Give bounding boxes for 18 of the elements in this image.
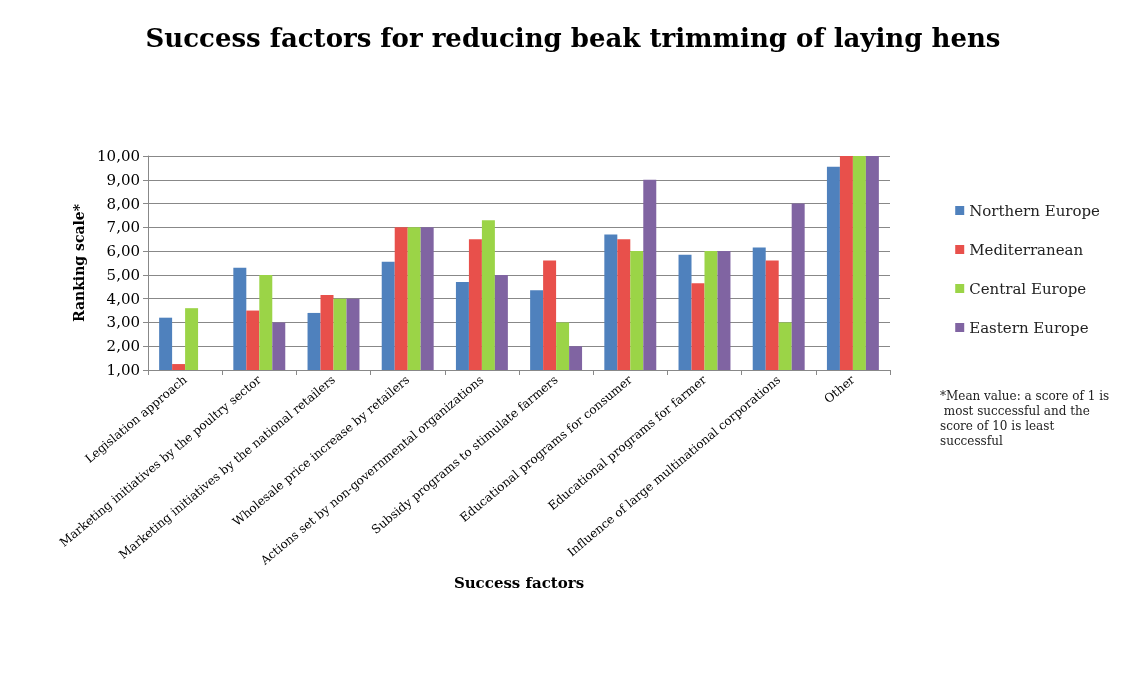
legend-label: Central Europe [969, 279, 1087, 298]
y-tick-label: 8,00 [106, 194, 140, 213]
y-axis-title: Ranking scale* [71, 203, 87, 323]
chart-title: Success factors for reducing beak trimming of laying hens [145, 23, 1001, 53]
y-tick-label: 7,00 [106, 218, 140, 237]
y-tick-label: 9,00 [106, 170, 140, 189]
y-tick-label: 10,00 [97, 147, 140, 165]
y-tick-label: 2,00 [106, 337, 140, 356]
legend-label: Mediterranean [969, 240, 1084, 259]
legend-label: Northern Europe [969, 201, 1101, 220]
y-tick-label: 1,00 [106, 361, 140, 379]
legend-label: Eastern Europe [969, 318, 1089, 337]
y-tick-label: 5,00 [106, 265, 140, 284]
y-tick-label: 4,00 [106, 289, 140, 308]
y-tick-label: 6,00 [106, 242, 140, 261]
text: *Mean value: a score of 1 is most successful and the score of 10 is least successful [940, 388, 1110, 448]
x-axis-title: Success factors [453, 573, 585, 592]
y-tick-label: 3,00 [106, 313, 140, 332]
